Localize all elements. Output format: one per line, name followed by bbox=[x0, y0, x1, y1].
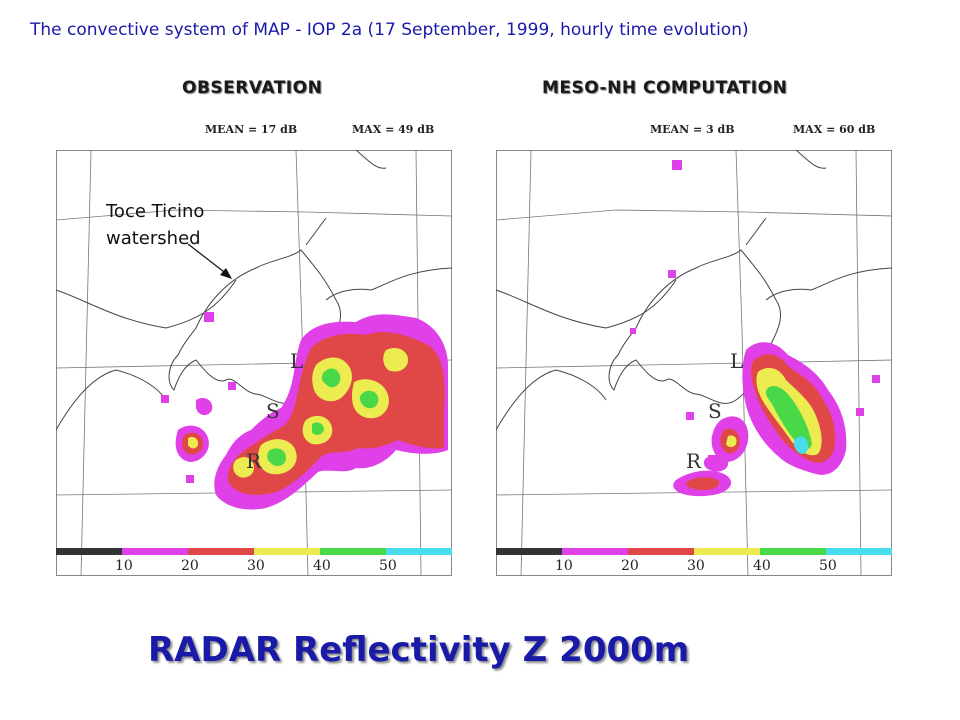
scale-tick-label: 10 bbox=[555, 558, 573, 574]
site-label-s: S bbox=[708, 399, 722, 423]
scale-tick-label: 40 bbox=[313, 558, 331, 574]
computation-heading: MESO-NH COMPUTATION bbox=[542, 78, 788, 98]
site-label-l: L bbox=[730, 349, 743, 373]
computation-max-label: MAX = 60 dB bbox=[793, 123, 876, 136]
observation-max-label: MAX = 49 dB bbox=[352, 123, 435, 136]
map-borders bbox=[56, 150, 452, 431]
scale-tick-label: 10 bbox=[115, 558, 133, 574]
observation-heading: OBSERVATION bbox=[182, 78, 323, 98]
scale-tick-label: 40 bbox=[753, 558, 771, 574]
reflectivity-cyan-cells bbox=[793, 436, 808, 454]
site-label-s: S bbox=[266, 399, 280, 423]
computation-mean-label: MEAN = 3 dB bbox=[650, 123, 735, 136]
watershed-annotation-line2: watershed bbox=[106, 228, 201, 249]
watershed-annotation-line1: Toce Ticino bbox=[106, 201, 205, 222]
reflectivity-green-cells bbox=[267, 368, 379, 466]
scale-tick-label: 50 bbox=[379, 558, 397, 574]
reflectivity-green-cells bbox=[765, 385, 812, 450]
watershed-arrow bbox=[187, 243, 232, 279]
scale-tick-label: 50 bbox=[819, 558, 837, 574]
scale-tick-label: 30 bbox=[687, 558, 705, 574]
site-label-r: R bbox=[686, 449, 702, 473]
scale-tick-label: 30 bbox=[247, 558, 265, 574]
site-label-l: L bbox=[290, 349, 303, 373]
watershed-annotation: Toce Ticino watershed bbox=[106, 198, 204, 252]
observation-map: L S R 10 20 30 40 50 bbox=[56, 150, 452, 576]
observation-mean-label: MEAN = 17 dB bbox=[205, 123, 298, 136]
observation-color-scale: 10 20 30 40 50 bbox=[56, 548, 452, 574]
scale-tick-label: 20 bbox=[621, 558, 639, 574]
scale-tick-label: 20 bbox=[181, 558, 199, 574]
page-title: The convective system of MAP - IOP 2a (1… bbox=[30, 20, 749, 40]
computation-color-scale: 10 20 30 40 50 bbox=[496, 548, 892, 574]
map-borders bbox=[496, 150, 892, 431]
computation-map: L S R 10 20 30 40 50 bbox=[496, 150, 892, 576]
site-label-r: R bbox=[246, 449, 262, 473]
footer-title: RADAR Reflectivity Z 2000m bbox=[148, 630, 690, 670]
